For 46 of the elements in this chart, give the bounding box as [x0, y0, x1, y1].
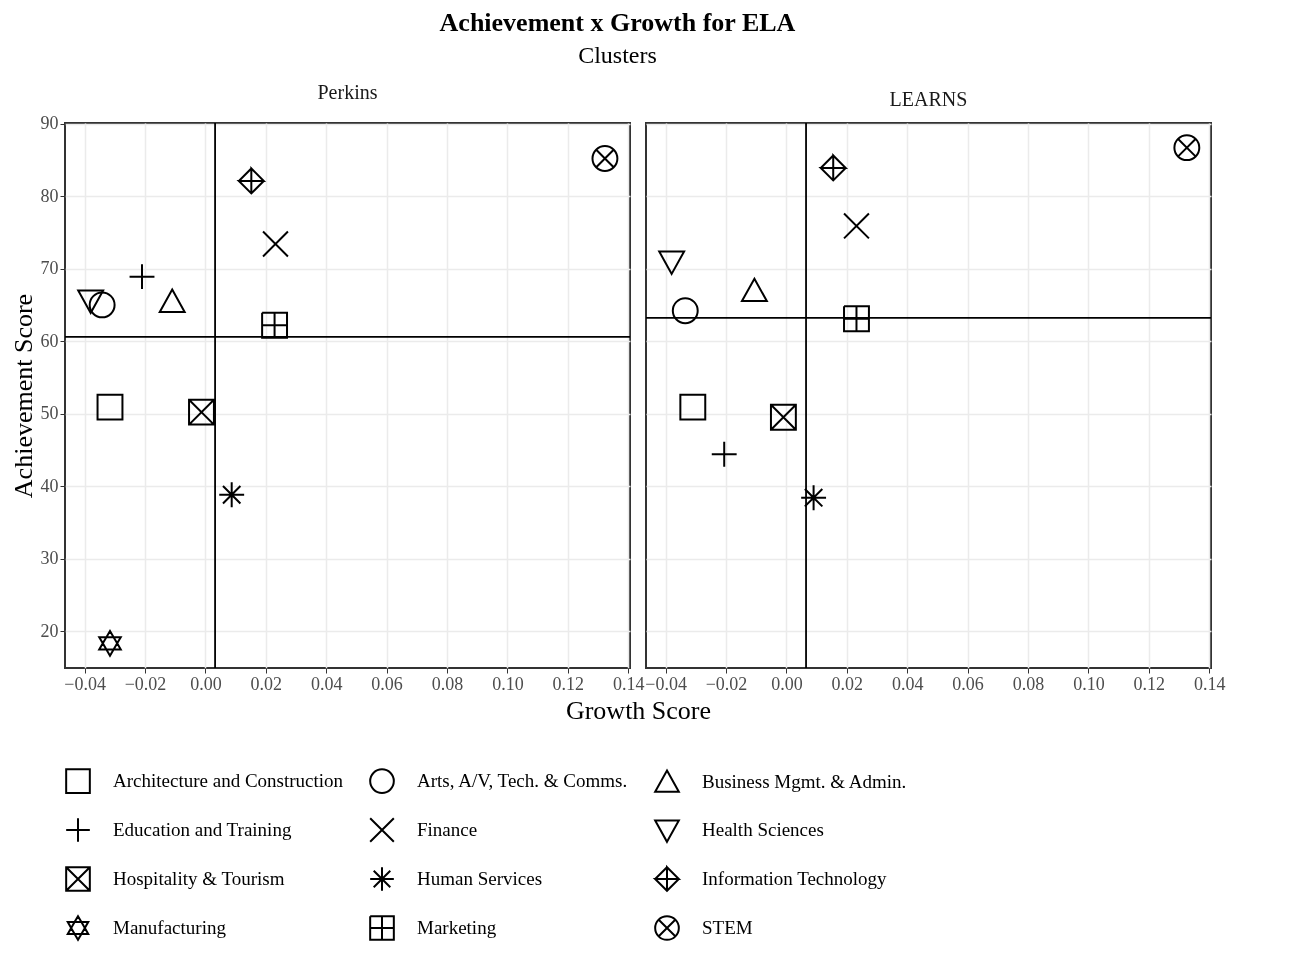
x-tick-label: −0.02 — [705, 673, 748, 694]
y-tick-label: 70 — [40, 258, 59, 279]
x-axis-title: Growth Score — [565, 695, 712, 725]
chart-subtitle: Clusters — [578, 41, 657, 68]
legend-label: Human Services — [417, 868, 543, 889]
x-tick-label: 0.14 — [1193, 673, 1226, 694]
x-tick-label: 0.10 — [492, 673, 524, 694]
legend-label: STEM — [702, 917, 753, 938]
x-tick-label: 0.06 — [371, 673, 403, 694]
y-tick-label: 40 — [40, 475, 59, 496]
x-tick-label: 0.12 — [552, 673, 585, 694]
x-tick-label: 0.04 — [891, 673, 924, 694]
x-tick-label: 0.04 — [310, 673, 343, 694]
text: LEARNS — [889, 88, 968, 111]
legend-label: Manufacturing — [113, 917, 227, 938]
x-tick-label: 0.00 — [190, 673, 222, 694]
x-tick-label: 0.14 — [612, 673, 645, 694]
legend-label: Education and Training — [113, 819, 292, 840]
legend-label: Architecture and Construction — [113, 770, 344, 792]
legend-label: Health Sciences — [702, 819, 824, 840]
y-tick-label: 30 — [40, 548, 59, 569]
y-tick-label: 50 — [40, 403, 59, 424]
x-tick-label: 0.08 — [1012, 673, 1045, 694]
x-tick-label: −0.02 — [124, 673, 167, 694]
text: Perkins — [317, 80, 378, 103]
legend-label: Finance — [417, 819, 478, 840]
legend-label: Information Technology — [702, 868, 888, 889]
x-tick-label: 0.10 — [1073, 673, 1105, 694]
x-tick-label: 0.12 — [1133, 673, 1166, 694]
y-tick-label: 20 — [40, 620, 59, 641]
x-tick-label: −0.04 — [645, 673, 687, 694]
x-tick-label: 0.02 — [831, 673, 864, 694]
y-axis-title: Achievement Score — [8, 293, 38, 499]
x-tick-label: 0.06 — [952, 673, 984, 694]
y-tick-label: 80 — [40, 185, 59, 206]
y-tick-label: 90 — [40, 113, 59, 134]
x-tick-label: 0.08 — [431, 673, 464, 694]
legend-label: Business Mgmt. & Admin. — [702, 771, 907, 793]
chart-title: Achievement x Growth for ELA — [439, 7, 796, 37]
legend-label: Arts, A/V, Tech. & Comms. — [417, 770, 628, 792]
x-tick-label: 0.00 — [771, 673, 803, 694]
x-tick-label: 0.02 — [250, 673, 283, 694]
legend-label: Hospitality & Tourism — [113, 868, 285, 889]
legend-label: Marketing — [417, 917, 497, 938]
x-tick-label: −0.04 — [64, 673, 106, 694]
y-tick-label: 60 — [40, 330, 59, 351]
